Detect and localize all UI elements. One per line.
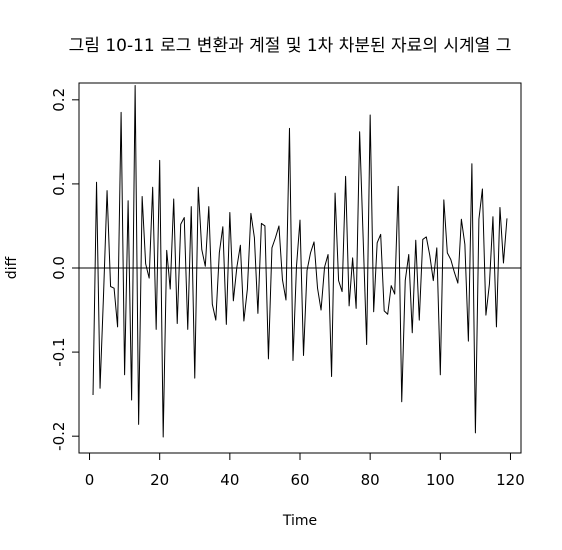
y-tick-label: 0.2: [50, 88, 68, 112]
series-line-diff: [92, 85, 508, 438]
y-axis-label: diff: [4, 256, 20, 279]
x-tick-label: 60: [290, 471, 309, 489]
x-tick-label: 0: [85, 471, 95, 489]
x-tick-label: 40: [220, 471, 239, 489]
y-tick-label: 0.0: [50, 256, 68, 280]
x-tick-label: 80: [361, 471, 380, 489]
y-axis: -0.2 -0.1 0.0 0.1 0.2: [50, 88, 80, 451]
x-tick-label: 100: [426, 471, 455, 489]
x-axis-label: Time: [282, 513, 317, 529]
x-axis: 0 20 40 60 80 100 120: [85, 452, 525, 489]
y-tick-label: -0.2: [50, 422, 68, 451]
y-tick-label: 0.1: [50, 172, 68, 196]
y-tick-label: -0.1: [50, 337, 68, 366]
chart-title: 그림 10-11 로그 변환과 계절 및 1차 차분된 자료의 시계열 그: [69, 36, 512, 56]
x-tick-label: 120: [496, 471, 525, 489]
x-tick-label: 20: [150, 471, 169, 489]
